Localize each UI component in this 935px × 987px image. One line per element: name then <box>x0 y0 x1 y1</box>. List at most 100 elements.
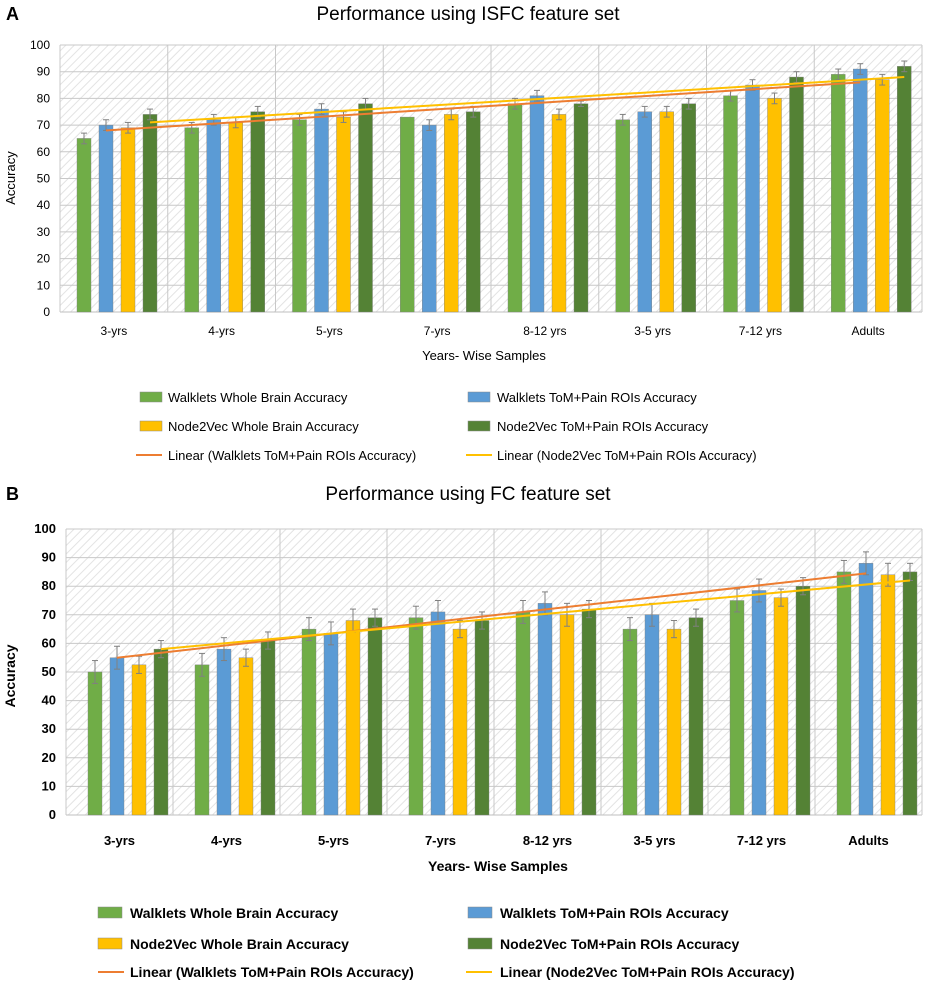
x-tick-b-7-yrs: 7-yrs <box>425 833 456 848</box>
legend-b-walklets-whole: Walklets Whole Brain Accuracy <box>130 905 338 921</box>
x-tick-a-adults: Adults <box>851 324 884 338</box>
trendline-a-linear-walklets-tom-pain-rois-accuracy <box>105 81 861 132</box>
legend-a-swatch-node2vec-whole <box>139 420 163 432</box>
bar-b-3-5-yrs-node2vec-whole-brain-accuracy <box>666 628 682 816</box>
bar-a-3-yrs-node2vec-tom-pain-rois-accuracy <box>142 114 158 313</box>
x-tick-a-4-yrs: 4-yrs <box>208 324 235 338</box>
panel-b-letter: B <box>6 484 19 504</box>
panel-a-plot: 0 10 20 30 40 50 60 70 80 90 100 3-yrs 4-yrs 5-yrs 7-y… <box>30 38 923 338</box>
panel-b-x-axis-label: Years- Wise Samples <box>428 858 568 874</box>
errorbar-b-5-yrs-node2vec-tom-pain-rois-accuracy <box>372 608 378 627</box>
bar-a-7-12-yrs-walklets-whole-brain-accuracy <box>723 95 738 313</box>
errorbar-b-3-5-yrs-node2vec-whole-brain-accuracy <box>671 620 677 639</box>
x-tick-a-7-12-yrs: 7-12 yrs <box>739 324 782 338</box>
bar-a-8-12-yrs-node2vec-whole-brain-accuracy <box>551 114 567 313</box>
legend-a-swatch-walklets-tom <box>467 391 491 403</box>
bar-b-3-5-yrs-node2vec-tom-pain-rois-accuracy <box>688 617 704 816</box>
y-tick-b-80: 80 <box>42 578 56 593</box>
bar-a-3-5-yrs-walklets-whole-brain-accuracy <box>615 119 630 313</box>
bar-a-adults-node2vec-whole-brain-accuracy <box>875 79 890 313</box>
bar-b-adults-walklets-whole-brain-accuracy <box>836 571 852 816</box>
bar-b-adults-node2vec-tom-pain-rois-accuracy <box>902 571 918 816</box>
trendline-a-linear-node2vec-tom-pain-rois-accuracy <box>149 76 905 124</box>
bar-b-8-12-yrs-walklets-tom-pain-rois-accuracy <box>537 603 553 816</box>
bar-b-4-yrs-node2vec-tom-pain-rois-accuracy <box>260 640 276 816</box>
bar-b-5-yrs-walklets-tom-pain-rois-accuracy <box>323 633 339 816</box>
panel-a-title: Performance using ISFC feature set <box>316 4 620 25</box>
errorbar-b-4-yrs-walklets-tom-pain-rois-accuracy <box>221 637 227 662</box>
legend-a-swatch-walklets-whole <box>139 391 163 403</box>
y-tick-b-90: 90 <box>42 550 56 565</box>
x-tick-b-7-12-yrs: 7-12 yrs <box>737 833 786 848</box>
panel-b-legend: Walklets Whole Brain Accuracy Walklets T… <box>97 905 795 980</box>
bar-b-3-yrs-node2vec-tom-pain-rois-accuracy <box>153 648 169 816</box>
bar-b-7-12-yrs-node2vec-tom-pain-rois-accuracy <box>795 586 811 816</box>
y-tick-a-20: 20 <box>37 252 51 266</box>
bar-a-5-yrs-node2vec-tom-pain-rois-accuracy <box>358 103 373 313</box>
errorbar-a-7-yrs-walklets-tom-pain-rois-accuracy <box>426 119 433 131</box>
errorbar-a-3-yrs-node2vec-tom-pain-rois-accuracy <box>147 108 153 121</box>
bar-a-8-12-yrs-walklets-whole-brain-accuracy <box>507 103 523 313</box>
x-tick-b-4-yrs: 4-yrs <box>211 833 242 848</box>
errorbar-a-3-5-yrs-walklets-tom-pain-rois-accuracy <box>641 105 648 118</box>
bar-b-8-12-yrs-node2vec-whole-brain-accuracy <box>559 614 575 816</box>
y-tick-a-60: 60 <box>37 145 51 159</box>
legend-b-swatch-walklets-tom <box>467 906 493 919</box>
bar-a-adults-node2vec-tom-pain-rois-accuracy <box>897 66 912 313</box>
errorbar-a-7-12-yrs-node2vec-whole-brain-accuracy <box>771 92 778 105</box>
errorbar-b-adults-walklets-whole-brain-accuracy <box>841 559 847 584</box>
legend-a-walklets-tom: Walklets ToM+Pain ROIs Accuracy <box>497 390 697 405</box>
bar-a-7-yrs-walklets-whole-brain-accuracy <box>400 116 415 313</box>
bar-b-7-12-yrs-walklets-whole-brain-accuracy <box>729 600 745 816</box>
y-tick-a-70: 70 <box>37 118 51 132</box>
panel-a-legend: Walklets Whole Brain Accuracy Walklets T… <box>136 390 757 463</box>
bar-a-4-yrs-walklets-tom-pain-rois-accuracy <box>206 119 221 313</box>
y-tick-a-50: 50 <box>37 172 51 186</box>
legend-b-linear-node2vec: Linear (Node2Vec ToM+Pain ROIs Accuracy) <box>500 964 795 980</box>
errorbar-b-3-5-yrs-walklets-whole-brain-accuracy <box>627 617 633 642</box>
errorbar-a-3-5-yrs-node2vec-whole-brain-accuracy <box>663 105 670 118</box>
errorbar-a-adults-node2vec-whole-brain-accuracy <box>879 73 886 86</box>
panel-b-plot: 0 10 20 30 40 50 60 70 80 90 100 3-yrs 4-yrs 5-yrs 7-y… <box>34 521 923 848</box>
errorbar-b-7-12-yrs-walklets-tom-pain-rois-accuracy <box>756 578 762 603</box>
y-tick-b-10: 10 <box>42 778 56 793</box>
bar-b-adults-walklets-tom-pain-rois-accuracy <box>858 563 874 816</box>
bar-a-5-yrs-node2vec-whole-brain-accuracy <box>336 116 351 313</box>
bar-a-3-yrs-walklets-tom-pain-rois-accuracy <box>98 124 114 313</box>
y-tick-b-40: 40 <box>42 693 56 708</box>
errorbar-a-8-12-yrs-node2vec-whole-brain-accuracy <box>556 108 562 121</box>
errorbar-b-4-yrs-walklets-whole-brain-accuracy <box>199 652 205 677</box>
errorbar-a-adults-walklets-whole-brain-accuracy <box>835 68 842 81</box>
y-tick-b-50: 50 <box>42 664 56 679</box>
legend-a-node2vec-tom: Node2Vec ToM+Pain ROIs Accuracy <box>497 419 709 434</box>
bar-a-7-12-yrs-node2vec-tom-pain-rois-accuracy <box>789 76 804 313</box>
bar-a-8-12-yrs-walklets-tom-pain-rois-accuracy <box>529 95 545 313</box>
bar-a-8-12-yrs-node2vec-tom-pain-rois-accuracy <box>573 103 589 313</box>
errorbar-b-3-5-yrs-node2vec-tom-pain-rois-accuracy <box>693 608 699 627</box>
bar-a-4-yrs-node2vec-whole-brain-accuracy <box>228 122 243 313</box>
y-tick-b-60: 60 <box>42 635 56 650</box>
bar-b-3-yrs-walklets-whole-brain-accuracy <box>87 671 103 816</box>
bar-b-5-yrs-node2vec-whole-brain-accuracy <box>345 620 361 816</box>
y-tick-a-80: 80 <box>37 91 51 105</box>
x-tick-b-8-12-yrs: 8-12 yrs <box>523 833 572 848</box>
legend-b-swatch-walklets-whole <box>97 906 123 919</box>
errorbar-b-adults-walklets-tom-pain-rois-accuracy <box>863 551 869 576</box>
bar-b-4-yrs-walklets-whole-brain-accuracy <box>194 664 210 816</box>
errorbar-b-7-yrs-node2vec-whole-brain-accuracy <box>457 620 463 639</box>
bar-a-3-5-yrs-walklets-tom-pain-rois-accuracy <box>637 111 652 313</box>
bar-a-3-5-yrs-node2vec-whole-brain-accuracy <box>659 111 674 313</box>
bar-a-5-yrs-walklets-tom-pain-rois-accuracy <box>314 108 329 313</box>
y-tick-b-70: 70 <box>42 607 56 622</box>
bar-b-3-yrs-walklets-tom-pain-rois-accuracy <box>109 657 125 816</box>
y-tick-b-30: 30 <box>42 721 56 736</box>
panel-a-x-axis-label: Years- Wise Samples <box>422 348 546 363</box>
y-tick-b-20: 20 <box>42 750 56 765</box>
y-tick-a-30: 30 <box>37 225 51 239</box>
errorbar-a-3-5-yrs-node2vec-tom-pain-rois-accuracy <box>685 97 692 110</box>
x-tick-a-3-yrs: 3-yrs <box>101 324 128 338</box>
legend-a-linear-node2vec: Linear (Node2Vec ToM+Pain ROIs Accuracy) <box>497 448 757 463</box>
bar-b-8-12-yrs-walklets-whole-brain-accuracy <box>515 611 531 816</box>
bar-b-7-yrs-walklets-tom-pain-rois-accuracy <box>430 611 446 816</box>
